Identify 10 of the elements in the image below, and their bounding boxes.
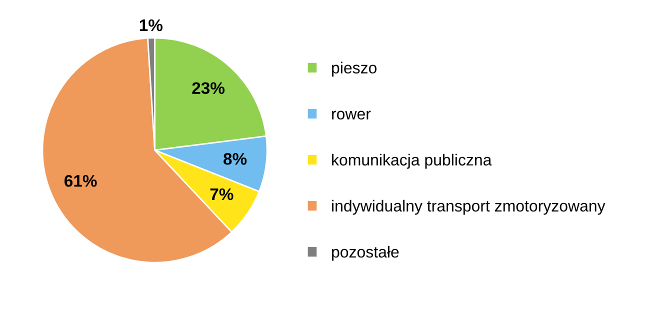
data-label: 23% (192, 82, 225, 94)
legend-label: indywidualny transport zmotoryzowany (332, 200, 606, 215)
data-label: 7% (210, 188, 234, 200)
data-label: 8% (224, 153, 247, 165)
legend-label: pieszo (332, 62, 377, 77)
legend-label: rower (332, 110, 371, 120)
data-label: 61% (64, 174, 97, 187)
data-label: 1% (140, 19, 163, 32)
legend-label: pozostałe (332, 246, 399, 261)
legend-label: komunikacja publiczna (332, 154, 492, 169)
